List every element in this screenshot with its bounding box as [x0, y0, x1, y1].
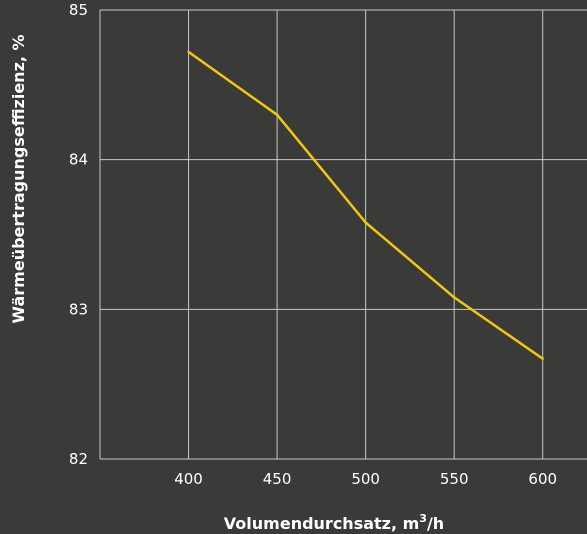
x-tick-label: 500 [351, 470, 380, 488]
y-tick-labels: 82 83 84 85 [69, 1, 88, 468]
y-tick-label: 84 [69, 151, 88, 169]
x-axis-title-main: Volumendurchsatz, m [224, 514, 420, 533]
data-point [275, 113, 279, 116]
data-point [452, 296, 456, 299]
x-tick-label: 600 [528, 470, 557, 488]
data-point [187, 50, 190, 54]
x-axis-title-suffix: /h [427, 514, 444, 533]
x-tick-label: 450 [263, 470, 292, 488]
y-tick-label: 82 [69, 450, 88, 468]
grid-lines [99, 9, 587, 460]
y-tick-label: 85 [69, 1, 88, 19]
x-tick-label: 550 [440, 470, 469, 488]
series-points [187, 50, 544, 360]
x-axis-title-superscript: 3 [419, 512, 427, 525]
x-tick-label: 400 [174, 470, 203, 488]
data-point [541, 357, 544, 360]
y-tick-label: 83 [69, 300, 88, 318]
y-axis-title: Wärmeübertragungseffizienz, % [9, 34, 28, 323]
data-point [364, 221, 367, 224]
x-tick-labels: 400 450 500 550 600 [174, 470, 557, 488]
x-axis-title: Volumendurchsatz, m3/h [224, 512, 444, 533]
